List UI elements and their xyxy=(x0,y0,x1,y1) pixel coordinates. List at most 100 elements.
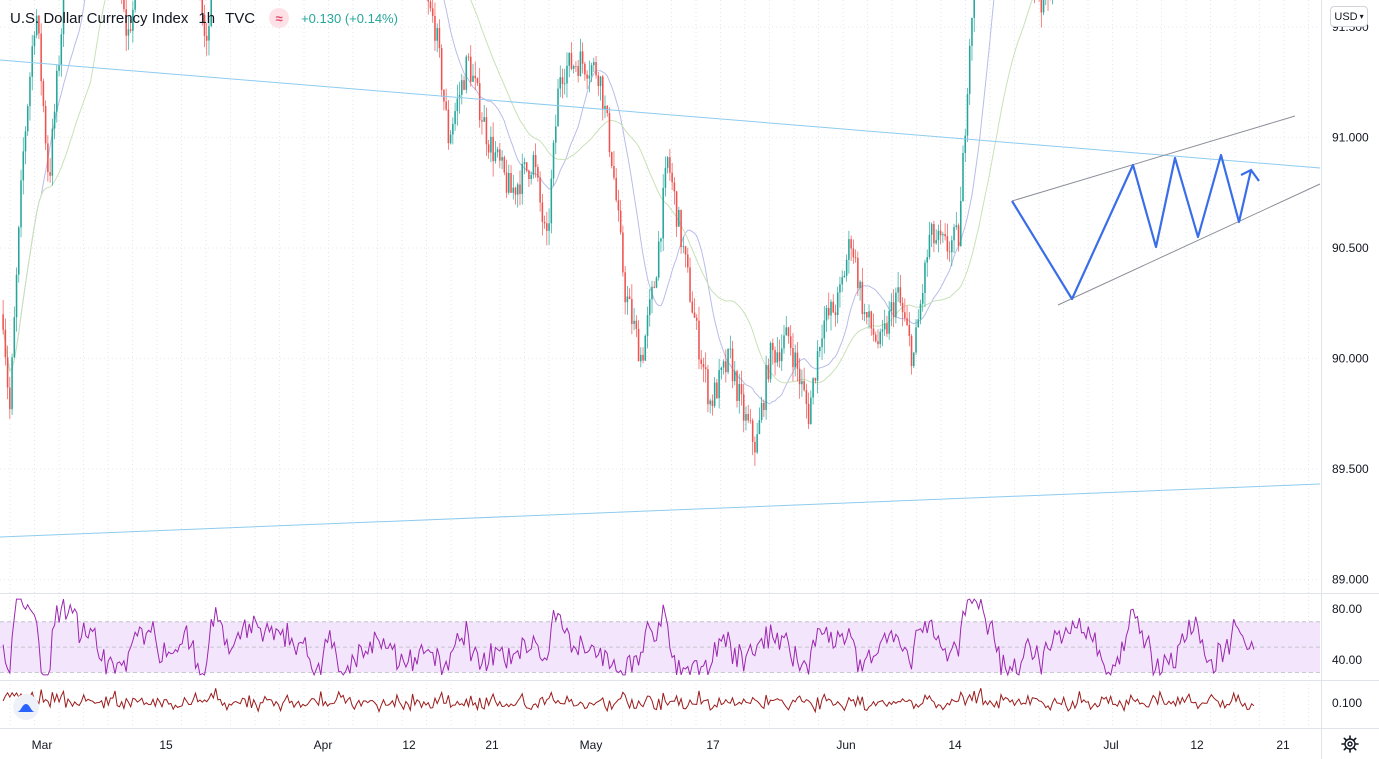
candle-body xyxy=(747,413,749,421)
y-tick-label: 89.000 xyxy=(1332,573,1369,587)
candle-body xyxy=(850,239,852,249)
candle-body xyxy=(906,318,908,326)
chevron-down-icon: ▾ xyxy=(1359,12,1364,21)
candle-body xyxy=(727,348,729,373)
candle-body xyxy=(429,1,432,9)
candle-body xyxy=(740,384,743,395)
candle-body xyxy=(9,387,11,410)
candle-body xyxy=(733,371,736,382)
candle-body xyxy=(736,371,738,401)
candle-body xyxy=(4,329,7,358)
candle-body xyxy=(841,277,843,285)
candle-body xyxy=(917,319,920,328)
x-tick-label: Mar xyxy=(32,738,53,752)
x-tick-label: Apr xyxy=(314,738,333,752)
candle-body xyxy=(601,76,604,110)
candle-body xyxy=(33,35,36,47)
tradingview-logo-icon[interactable] xyxy=(13,694,39,720)
candle-body xyxy=(796,352,799,369)
candle-body xyxy=(610,152,613,167)
candle-body xyxy=(528,170,530,179)
candle-body xyxy=(798,368,801,385)
candle-body xyxy=(622,232,624,273)
candle-body xyxy=(830,301,832,316)
candle-body xyxy=(586,74,588,79)
candle-body xyxy=(58,64,60,71)
candle-body xyxy=(132,9,134,31)
candle-body xyxy=(210,0,212,27)
candle-body xyxy=(628,296,631,300)
candle-body xyxy=(684,246,687,255)
candle-body xyxy=(700,359,703,365)
candle-body xyxy=(561,77,564,85)
currency-button[interactable]: USD ▾ xyxy=(1330,6,1368,27)
candle-body xyxy=(559,77,562,89)
timeframe-label[interactable]: 1h xyxy=(198,9,216,27)
wave-arrowhead xyxy=(1240,168,1260,182)
candle-body xyxy=(436,28,438,41)
currency-label: USD xyxy=(1334,10,1358,23)
candle-body xyxy=(543,221,546,224)
x-tick-label: 15 xyxy=(159,738,173,752)
candle-body xyxy=(720,367,723,371)
rsi-line xyxy=(2,598,1255,677)
candle-body xyxy=(624,272,626,303)
candle-body xyxy=(785,327,788,336)
candle-body xyxy=(666,157,669,168)
candle-body xyxy=(581,51,584,64)
candle-body xyxy=(648,299,651,316)
chart-legend: U.S. Dollar Currency Index 1h TVC ≈ +0.1… xyxy=(10,7,398,29)
candle-body xyxy=(915,327,917,353)
candle-body xyxy=(765,364,767,410)
candle-body xyxy=(951,240,953,253)
candle-body xyxy=(554,126,557,143)
candle-body xyxy=(476,78,479,84)
candle-body xyxy=(953,227,955,241)
candle-body xyxy=(452,124,454,135)
exchange-label: TVC xyxy=(225,9,256,27)
candle-body xyxy=(644,335,647,361)
candle-body xyxy=(957,225,960,247)
candle-body xyxy=(53,111,56,129)
candle-body xyxy=(707,369,709,405)
candle-body xyxy=(792,347,794,368)
candle-body xyxy=(208,26,210,41)
candle-body xyxy=(870,311,873,329)
candle-body xyxy=(725,361,727,373)
candle-body xyxy=(443,89,445,102)
candle-body xyxy=(772,342,774,351)
gear-icon[interactable] xyxy=(1341,735,1359,753)
candle-body xyxy=(910,335,913,367)
candle-body xyxy=(134,0,136,10)
candle-body xyxy=(127,29,130,36)
candle-body xyxy=(60,34,63,65)
candle-body xyxy=(519,184,521,195)
candle-body xyxy=(812,378,814,398)
candle-body xyxy=(201,0,204,15)
candle-body xyxy=(919,303,922,320)
candle-body xyxy=(438,28,441,49)
candle-body xyxy=(819,347,821,352)
candle-body xyxy=(56,70,58,112)
candle-body xyxy=(760,403,763,421)
candle-body xyxy=(801,381,803,385)
candle-body xyxy=(15,274,18,318)
candle-body xyxy=(888,311,890,334)
drawings[interactable] xyxy=(0,59,1321,538)
candle-body xyxy=(933,223,935,244)
candle-body xyxy=(463,80,465,90)
candle-body xyxy=(968,45,971,94)
wave-icon[interactable]: ≈ xyxy=(269,8,290,28)
candle-body xyxy=(579,51,582,76)
candle-body xyxy=(780,348,783,362)
symbol-name[interactable]: U.S. Dollar Currency Index xyxy=(10,9,189,27)
candle-body xyxy=(814,378,817,381)
candle-body xyxy=(866,312,868,318)
candle-body xyxy=(44,106,47,144)
candle-body xyxy=(31,46,33,77)
candle-body xyxy=(874,334,877,342)
rsi-tick-label: 40.00 xyxy=(1332,653,1362,667)
candle-body xyxy=(38,15,40,34)
